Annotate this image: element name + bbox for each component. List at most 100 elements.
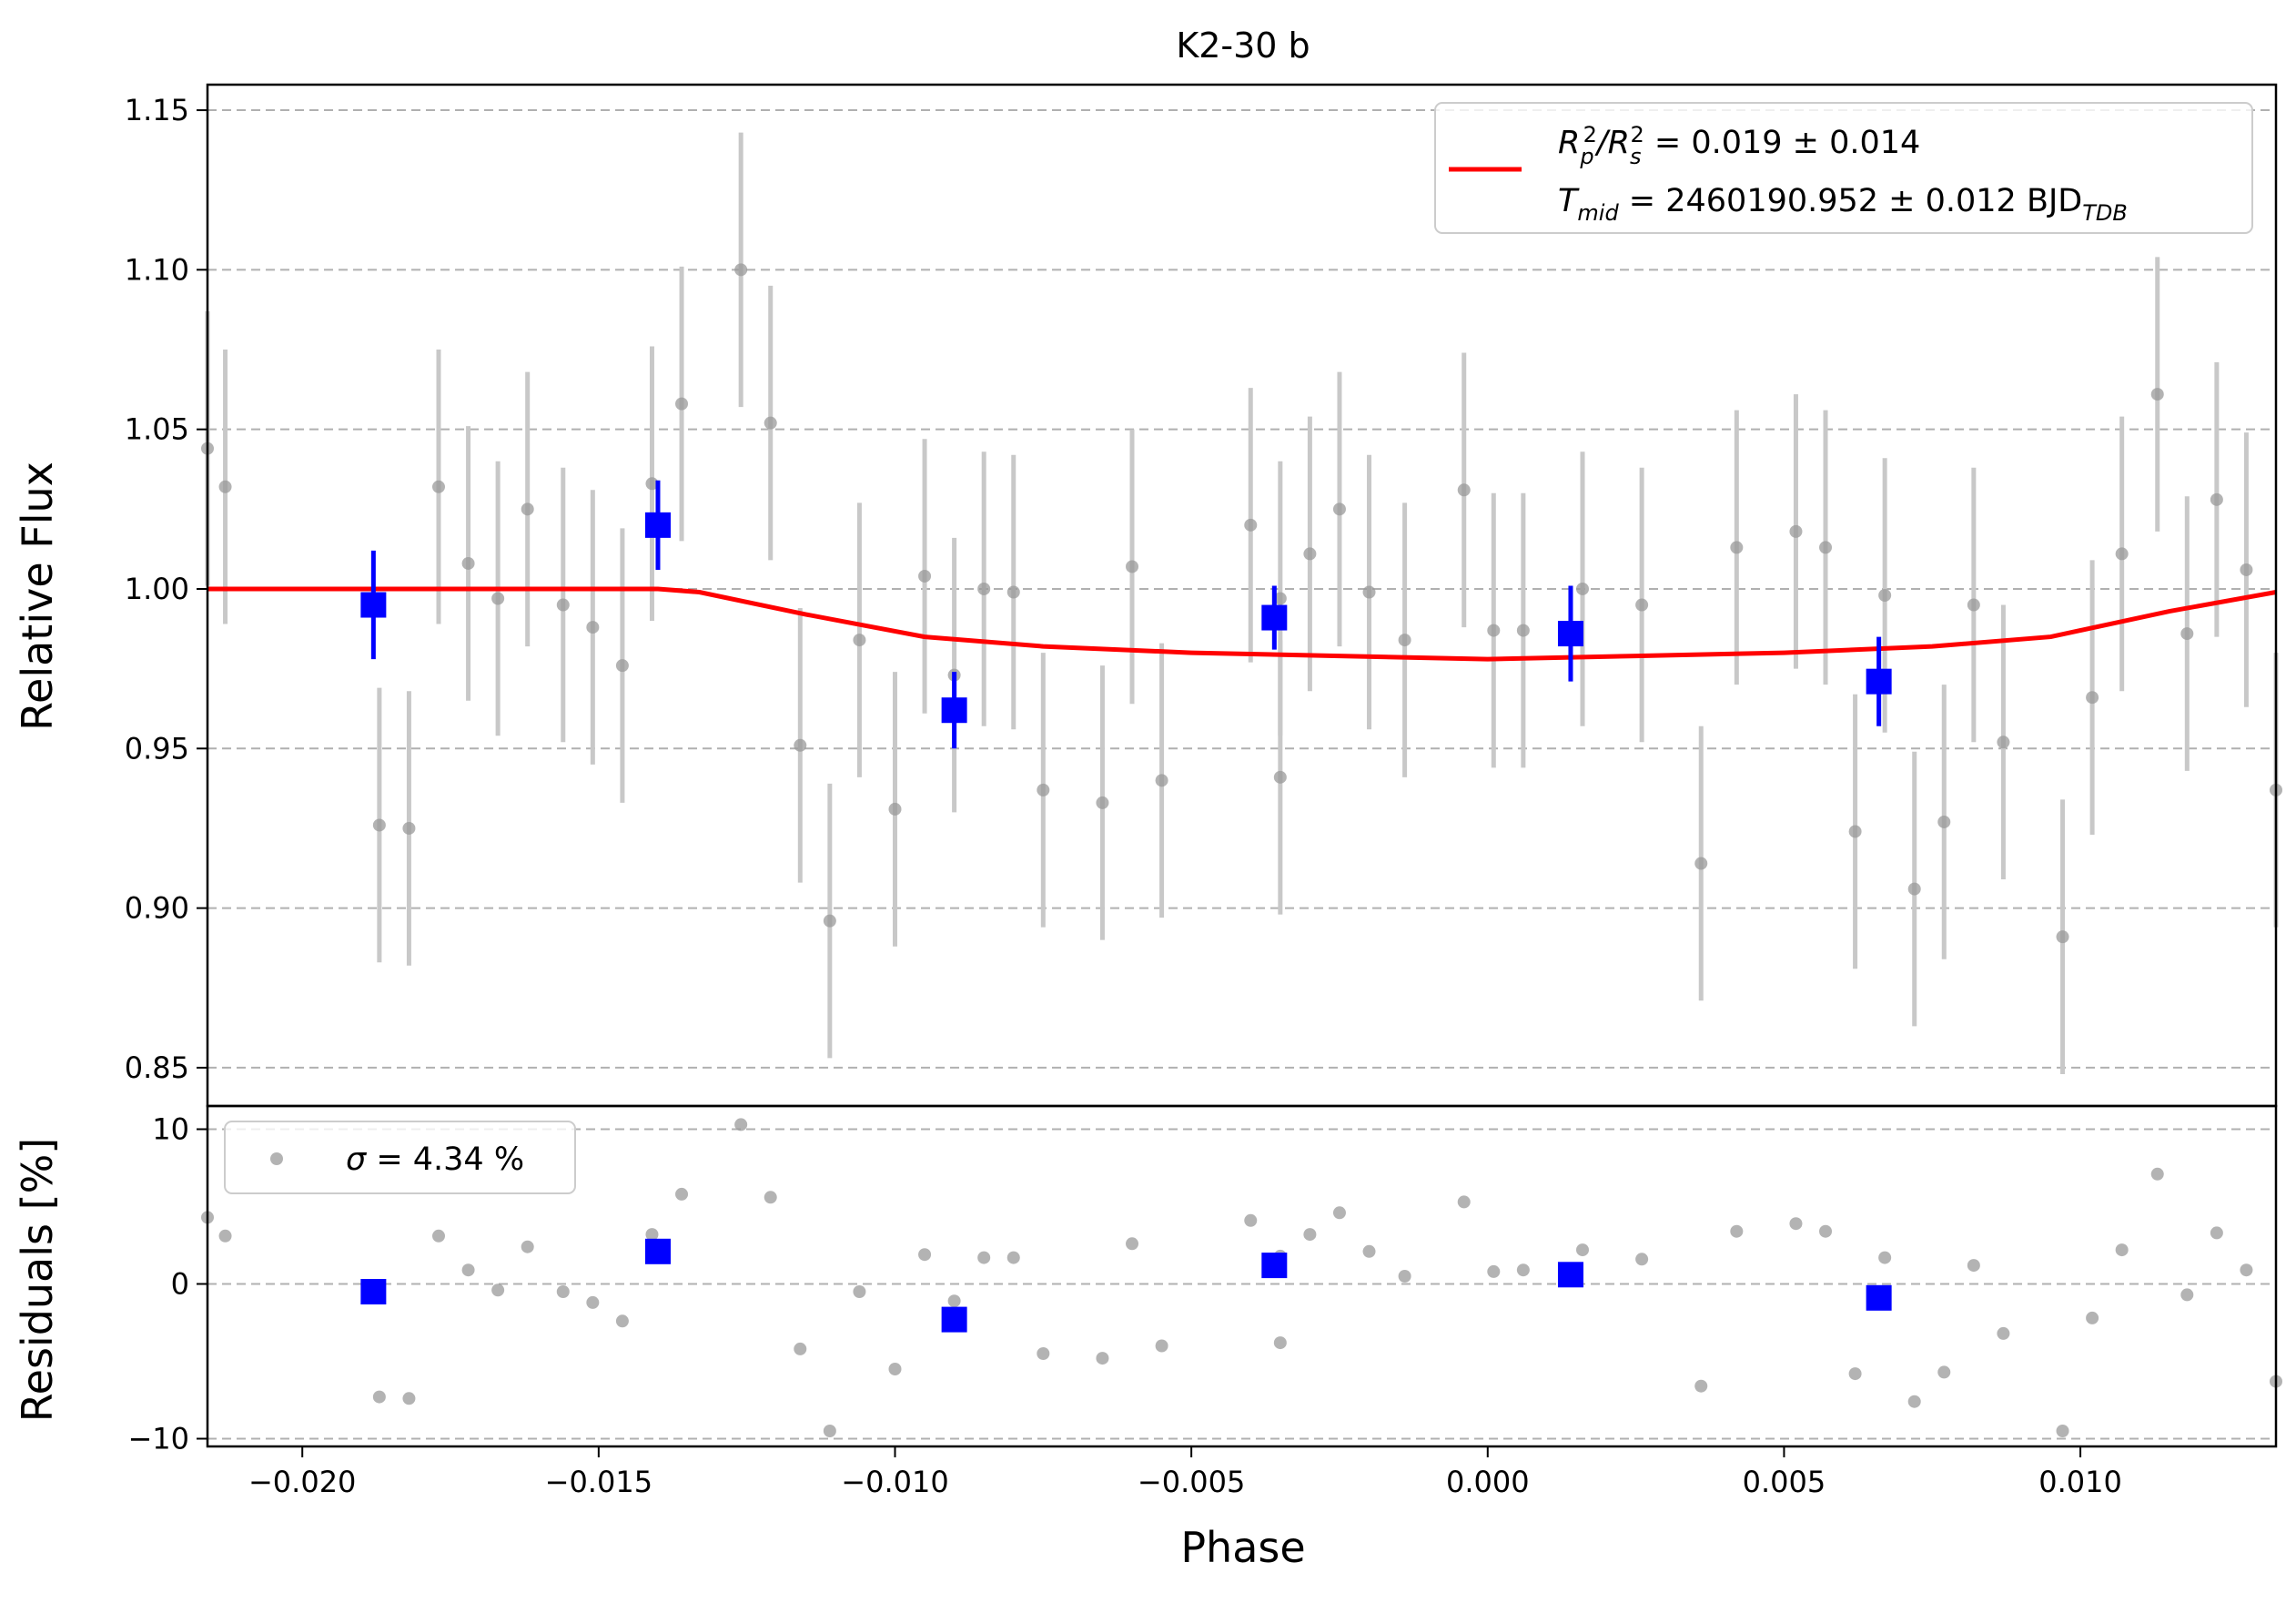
residual-binned-point xyxy=(1261,1253,1288,1279)
residual-point xyxy=(1967,1259,1980,1273)
residual-point xyxy=(734,1118,748,1131)
x-tick-label: 0.005 xyxy=(1743,1465,1826,1499)
raw-point xyxy=(615,659,629,673)
raw-point xyxy=(1967,598,1980,612)
binned-point xyxy=(1557,621,1583,647)
x-tick-label: 0.000 xyxy=(1446,1465,1530,1499)
residual-point xyxy=(977,1251,991,1264)
raw-point xyxy=(1487,624,1501,637)
main-legend: Rp2/Rs2 = 0.019 ± 0.014 Tmid = 2460190.9… xyxy=(1434,102,2253,234)
main-y-ticks: 0.85 0.90 0.95 1.00 1.05 1.10 1.15 xyxy=(125,93,207,1085)
raw-point xyxy=(734,263,748,277)
raw-point xyxy=(1006,585,1020,599)
residual-point xyxy=(1155,1339,1168,1353)
residual-point xyxy=(1037,1347,1050,1360)
residual-point xyxy=(2180,1288,2194,1302)
residual-point xyxy=(1907,1395,1921,1408)
residual-point xyxy=(1937,1365,1951,1379)
residuals-legend: σ = 4.34 % xyxy=(224,1121,576,1194)
raw-point xyxy=(1997,736,2010,749)
residual-point xyxy=(2240,1263,2253,1277)
binned-point xyxy=(644,512,671,538)
residual-point xyxy=(218,1229,232,1243)
raw-point xyxy=(1362,585,1376,599)
raw-point xyxy=(586,621,600,634)
residual-point xyxy=(2150,1167,2164,1181)
residual-point xyxy=(645,1228,659,1242)
main-y-tick-label: 1.05 xyxy=(125,412,189,447)
raw-point xyxy=(1848,825,1862,838)
binned-point xyxy=(1866,668,1892,695)
raw-point xyxy=(1730,541,1744,554)
x-tick-label: −0.015 xyxy=(545,1465,652,1499)
raw-point xyxy=(2056,930,2069,944)
raw-point xyxy=(2086,691,2099,705)
x-tick-label: −0.010 xyxy=(841,1465,948,1499)
residuals-axes-frame xyxy=(206,1104,2278,1448)
residuals-y-tick-label: 10 xyxy=(152,1112,189,1147)
residual-point xyxy=(2210,1226,2223,1240)
raw-point xyxy=(1694,857,1708,870)
residuals-binned-points xyxy=(360,1238,1892,1333)
residual-point xyxy=(1516,1263,1530,1277)
residual-binned-point xyxy=(1866,1284,1892,1311)
raw-point xyxy=(2180,627,2194,641)
legend-line-1: Rp2/Rs2 = 0.019 ± 0.014 xyxy=(1558,122,1920,169)
main-y-tick-label: 1.00 xyxy=(125,572,189,606)
residual-point xyxy=(1997,1326,2010,1340)
residual-point xyxy=(918,1248,932,1262)
residuals-y-ticks: −10 0 10 xyxy=(127,1112,207,1456)
raw-point xyxy=(794,738,807,752)
chart-title: K2-30 b xyxy=(1176,25,1310,66)
residual-point xyxy=(2056,1425,2069,1437)
residuals-y-tick-label: −10 xyxy=(127,1422,189,1456)
raw-point xyxy=(1244,518,1258,532)
raw-point xyxy=(1635,598,1649,612)
residual-point xyxy=(764,1191,777,1204)
residual-binned-point xyxy=(360,1279,387,1304)
residual-point xyxy=(1332,1206,1346,1220)
raw-point xyxy=(1155,774,1168,787)
raw-point xyxy=(1096,796,1109,809)
raw-point xyxy=(918,569,932,583)
raw-point xyxy=(2210,492,2223,506)
residual-binned-point xyxy=(1557,1262,1583,1288)
residual-point xyxy=(1126,1237,1139,1251)
raw-point xyxy=(853,634,866,647)
residual-point xyxy=(461,1263,475,1277)
legend-residual-marker xyxy=(270,1152,283,1165)
residuals-y-tick-label: 0 xyxy=(171,1267,189,1302)
raw-point xyxy=(1126,560,1139,573)
raw-point xyxy=(432,480,446,493)
residual-point xyxy=(794,1342,807,1355)
legend-line-2: Tmid = 2460190.952 ± 0.012 BJDTDB xyxy=(1558,183,2128,226)
residual-point xyxy=(853,1285,866,1298)
residual-binned-point xyxy=(941,1306,967,1333)
residual-point xyxy=(1819,1224,1833,1238)
x-axis-label: Phase xyxy=(1180,1523,1305,1572)
raw-point xyxy=(1332,502,1346,516)
raw-point xyxy=(372,818,386,832)
raw-point xyxy=(2115,547,2129,561)
legend-sigma: σ = 4.34 % xyxy=(346,1141,524,1178)
raw-point xyxy=(402,821,416,835)
x-tick-label: 0.010 xyxy=(2038,1465,2122,1499)
raw-point xyxy=(1303,547,1317,561)
raw-point xyxy=(1789,524,1803,538)
raw-point xyxy=(977,582,991,595)
binned-point xyxy=(360,592,387,618)
residual-point xyxy=(1635,1253,1649,1266)
residual-point xyxy=(1575,1243,1589,1257)
residual-point xyxy=(1789,1217,1803,1231)
main-y-tick-label: 0.85 xyxy=(125,1050,189,1085)
residual-point xyxy=(1878,1251,1892,1264)
main-binned-points xyxy=(360,480,1892,749)
raw-point xyxy=(1037,783,1050,796)
residual-point xyxy=(372,1390,386,1404)
raw-point xyxy=(2150,388,2164,401)
raw-point xyxy=(1516,624,1530,637)
residual-point xyxy=(556,1285,570,1298)
residual-point xyxy=(1694,1379,1708,1393)
main-y-tick-label: 0.95 xyxy=(125,731,189,766)
x-ticks: −0.020 −0.015 −0.010 −0.005 0.000 0.005 0.010 xyxy=(248,1446,2122,1499)
